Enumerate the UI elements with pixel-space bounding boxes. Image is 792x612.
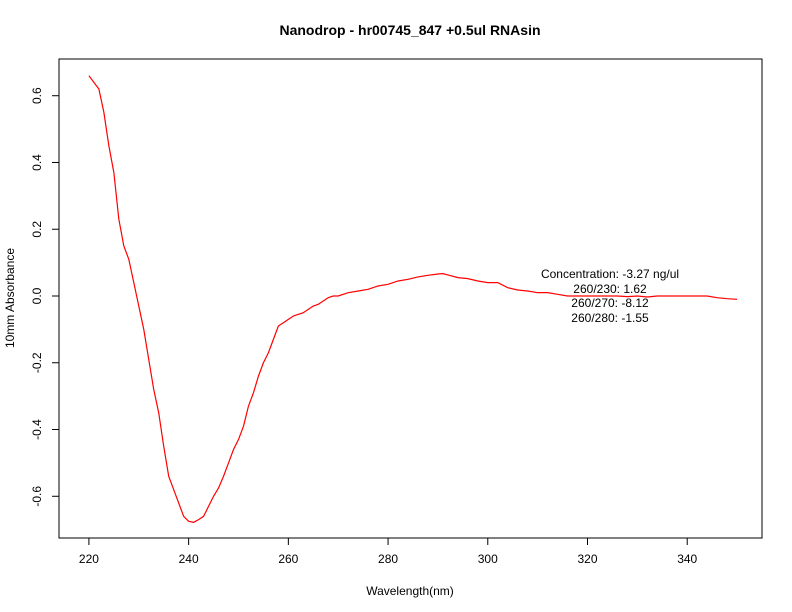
annotation-260-270: 260/270: -8.12 — [571, 296, 649, 310]
x-tick-label: 240 — [179, 552, 199, 566]
annotation-concentration: Concentration: -3.27 ng/ul — [541, 267, 679, 281]
x-axis-label: Wavelength(nm) — [366, 584, 454, 598]
y-tick-label: 0.2 — [30, 221, 44, 238]
y-tick-label: 0.6 — [30, 87, 44, 104]
y-tick-label: 0.0 — [30, 287, 44, 304]
x-tick-label: 220 — [79, 552, 99, 566]
absorbance-series-line — [88, 75, 738, 523]
y-tick-label: -0.4 — [30, 419, 44, 440]
x-tick-label: 300 — [478, 552, 498, 566]
x-tick-label: 260 — [278, 552, 298, 566]
plot-frame — [58, 58, 763, 539]
x-tick-label: 320 — [577, 552, 597, 566]
y-tick-label: -0.6 — [30, 486, 44, 507]
y-tick-label: 0.4 — [30, 154, 44, 171]
x-axis: 220 240 260 280 300 320 340 — [79, 537, 698, 566]
annotation-260-280: 260/280: -1.55 — [571, 311, 649, 325]
x-tick-label: 280 — [378, 552, 398, 566]
stats-annotation: Concentration: -3.27 ng/ul 260/230: 1.62… — [541, 267, 679, 325]
x-tick-label: 340 — [677, 552, 697, 566]
y-axis: -0.6 -0.4 -0.2 0.0 0.2 0.4 0.6 — [30, 87, 60, 507]
chart-title: Nanodrop - hr00745_847 +0.5ul RNAsin — [279, 22, 540, 38]
y-axis-label: 10mm Absorbance — [3, 248, 17, 348]
annotation-260-230: 260/230: 1.62 — [573, 282, 647, 296]
y-tick-label: -0.2 — [30, 352, 44, 373]
